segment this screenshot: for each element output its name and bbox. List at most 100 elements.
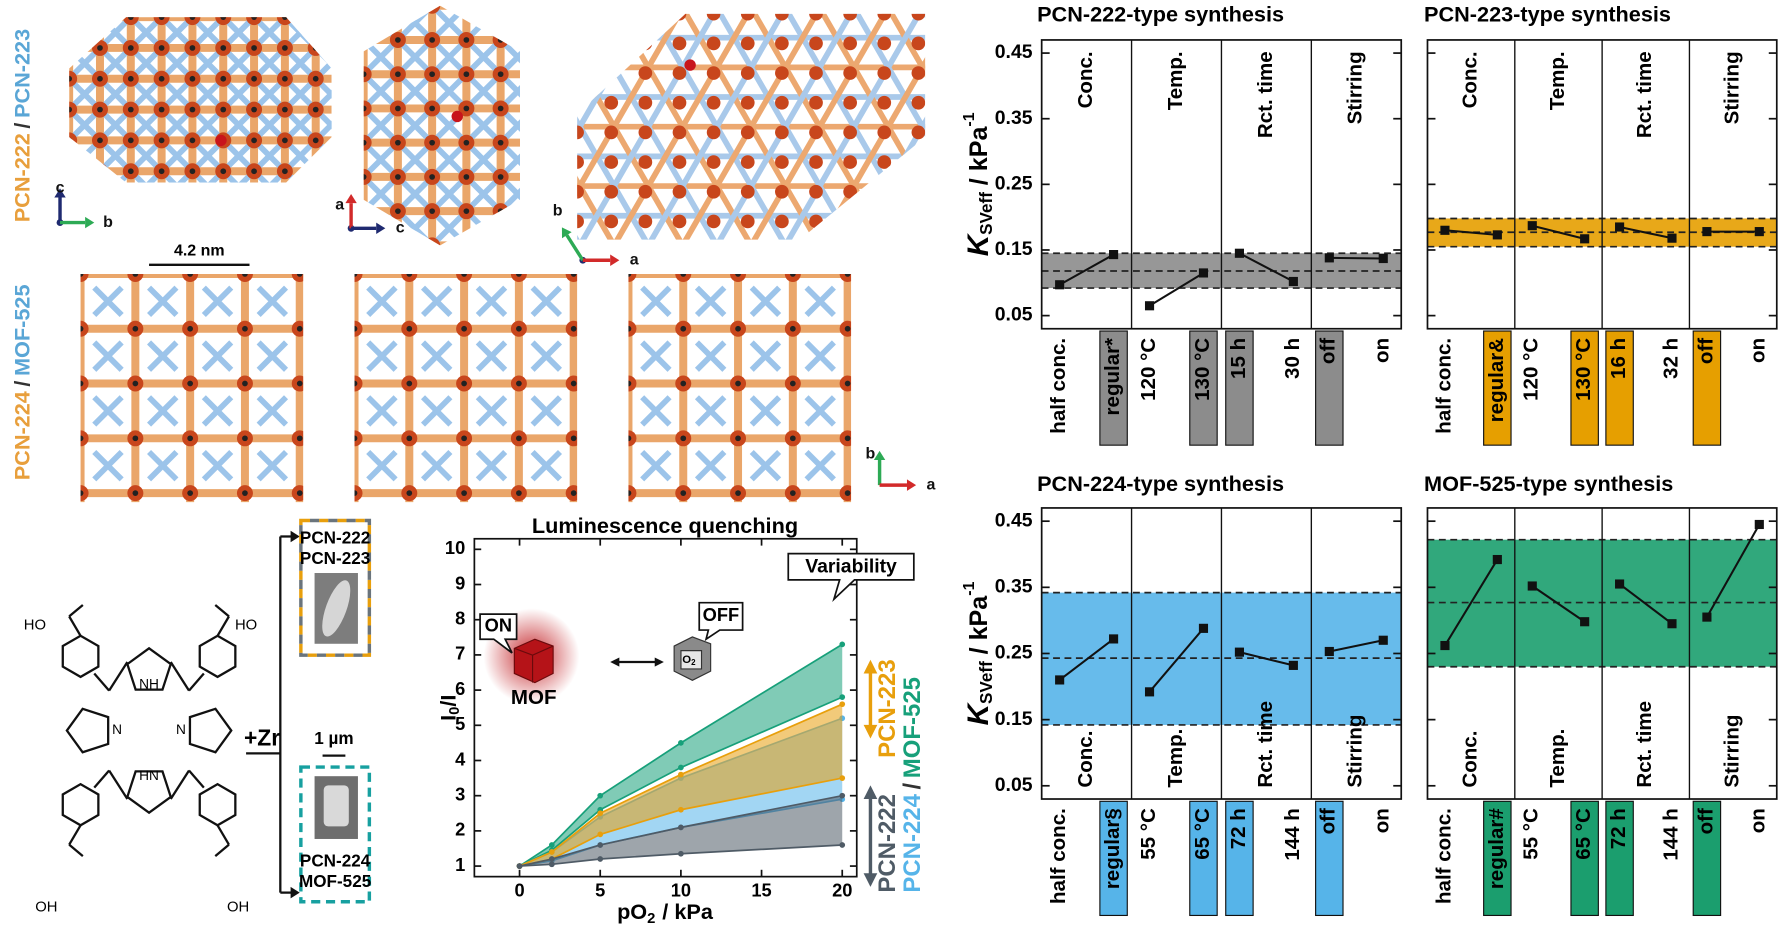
axis-arrowhead bbox=[85, 216, 95, 229]
linker bbox=[256, 449, 289, 482]
linker bbox=[147, 340, 179, 372]
linker bbox=[201, 449, 234, 482]
data-point bbox=[1702, 612, 1712, 622]
y-axis-label-part: -1 bbox=[961, 112, 978, 126]
linker bbox=[478, 507, 505, 534]
connector bbox=[1329, 639, 1384, 653]
node-center bbox=[312, 75, 319, 82]
axis-arrowhead bbox=[873, 450, 886, 461]
linker bbox=[130, 109, 162, 141]
node-center bbox=[127, 45, 134, 51]
node bbox=[577, 214, 584, 229]
data-point bbox=[1324, 253, 1334, 263]
x-tick-label: 120 °C bbox=[1520, 338, 1543, 401]
linker bbox=[502, 144, 521, 176]
x-tick-label: 15 bbox=[751, 879, 771, 900]
data-point bbox=[1324, 646, 1334, 657]
data-point bbox=[1055, 280, 1065, 290]
cube bbox=[513, 638, 554, 684]
node-center bbox=[187, 490, 194, 496]
linker bbox=[804, 395, 836, 427]
node-center bbox=[158, 168, 165, 175]
carboxyl-label: HO bbox=[24, 617, 46, 633]
x-axis-label-part: pO bbox=[617, 899, 647, 924]
node bbox=[363, 203, 372, 220]
node-center bbox=[789, 273, 796, 277]
x-tick-label: 0 bbox=[514, 879, 524, 900]
node-center bbox=[296, 490, 303, 496]
y-axis-label-part: SVeff bbox=[976, 192, 995, 235]
point bbox=[678, 764, 684, 771]
node bbox=[577, 13, 584, 21]
linker bbox=[69, 140, 101, 172]
linker bbox=[130, 170, 162, 183]
linker bbox=[365, 75, 397, 108]
node bbox=[775, 66, 789, 80]
ring-label: NH bbox=[139, 676, 159, 691]
node-center bbox=[354, 380, 358, 387]
node bbox=[456, 273, 473, 282]
crystal-structure bbox=[69, 17, 332, 183]
node-center bbox=[497, 71, 504, 78]
node bbox=[236, 273, 253, 282]
node bbox=[809, 125, 823, 140]
linker bbox=[694, 340, 727, 372]
x-tick-label: half conc. bbox=[1047, 338, 1070, 434]
node-center bbox=[680, 273, 687, 277]
linker bbox=[147, 395, 179, 427]
linker bbox=[222, 78, 255, 110]
y-axis-label-part: / kPa bbox=[965, 126, 993, 186]
linker bbox=[313, 288, 340, 315]
linker bbox=[366, 395, 398, 427]
x-tick-label: 130 °C bbox=[1572, 338, 1595, 401]
linker bbox=[313, 397, 340, 424]
legend-label-part: MOF-525 bbox=[899, 677, 926, 778]
node-center bbox=[395, 105, 401, 112]
linker bbox=[640, 285, 672, 318]
annotation: O2 bbox=[682, 654, 696, 668]
y-tick-label: 0.15 bbox=[995, 708, 1033, 730]
node-center bbox=[189, 168, 196, 175]
y-tick-label: 0.35 bbox=[995, 575, 1033, 597]
highlight-box bbox=[1189, 800, 1218, 917]
legend-label-part: / bbox=[899, 782, 926, 789]
connector bbox=[1238, 252, 1294, 283]
linker bbox=[502, 7, 521, 39]
node-center bbox=[463, 139, 470, 146]
callout bbox=[787, 552, 915, 603]
node bbox=[91, 17, 108, 26]
node bbox=[843, 125, 857, 140]
x-tick-label: regular# bbox=[1485, 808, 1508, 890]
linker bbox=[530, 340, 562, 372]
linker bbox=[192, 109, 224, 141]
linker bbox=[475, 285, 508, 318]
row-label-part: / bbox=[9, 381, 34, 387]
x-axis-label-part: 2 bbox=[647, 911, 655, 927]
linker bbox=[433, 144, 465, 176]
node-center bbox=[97, 137, 103, 144]
bond bbox=[188, 672, 205, 692]
node bbox=[706, 214, 721, 229]
y-tick-label: 10 bbox=[445, 537, 465, 558]
linker bbox=[587, 452, 614, 479]
highlight-box bbox=[1483, 330, 1512, 446]
linker bbox=[749, 285, 782, 318]
legend-label: PCN-224 / MOF-525 bbox=[899, 677, 926, 893]
node-center bbox=[789, 325, 796, 332]
node bbox=[877, 214, 892, 229]
y-axis-label: KSVeff / kPa-1 bbox=[961, 581, 995, 725]
sample-label: MOF-525 bbox=[299, 872, 372, 891]
linker bbox=[315, 78, 332, 110]
linker bbox=[587, 397, 614, 424]
node bbox=[182, 273, 199, 282]
node-center bbox=[189, 17, 196, 20]
point bbox=[678, 850, 684, 857]
group-label: Rct. time bbox=[1633, 701, 1656, 788]
node bbox=[877, 13, 892, 21]
y-tick-label: 0.05 bbox=[995, 304, 1033, 326]
y-axis-label-part: /I bbox=[435, 695, 460, 707]
x-tick-label: half conc. bbox=[1432, 338, 1455, 434]
bond bbox=[577, 13, 926, 240]
bond bbox=[577, 13, 926, 240]
node bbox=[672, 66, 687, 80]
